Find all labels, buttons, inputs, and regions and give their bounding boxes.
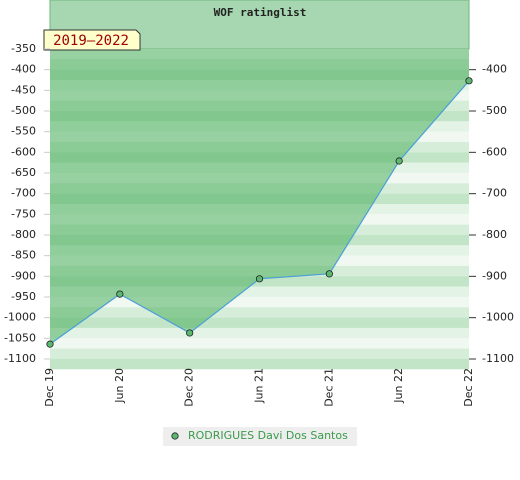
y-tick-label: -900 xyxy=(11,269,36,282)
y2-tick-label: -800 xyxy=(482,228,507,241)
data-point xyxy=(325,270,333,278)
chart-title: WOF ratinglist xyxy=(214,6,307,19)
legend-box xyxy=(163,427,357,446)
y-tick-label: -400 xyxy=(11,63,36,76)
y2-tick-label: -600 xyxy=(482,145,507,158)
y-tick-label: -850 xyxy=(11,249,36,262)
data-point xyxy=(116,290,124,298)
y-tick-label: -1000 xyxy=(4,311,36,324)
y-tick-label: -750 xyxy=(11,207,36,220)
y2-tick-label: -1100 xyxy=(482,352,514,365)
annotation-badge xyxy=(43,29,141,51)
background-stripe xyxy=(50,307,469,318)
background-stripe xyxy=(50,358,469,370)
legend-marker xyxy=(171,432,179,440)
data-point xyxy=(255,275,264,283)
y-tick-label: -600 xyxy=(11,145,36,158)
y2-tick-label: -900 xyxy=(482,269,507,282)
x-tick-label: Jun 21 xyxy=(253,368,266,404)
y2-tick-label: -700 xyxy=(482,187,507,200)
x-tick-label: Dec 21 xyxy=(322,368,335,407)
y2-tick-label: -400 xyxy=(482,63,507,76)
y2-tick-label: -1000 xyxy=(482,311,514,324)
y-tick-label: -1050 xyxy=(4,331,36,344)
x-tick-label: Dec 20 xyxy=(183,368,196,407)
background-stripe xyxy=(50,317,469,328)
background-stripe xyxy=(50,296,469,308)
y-tick-label: -650 xyxy=(11,166,36,179)
y-tick-label: -550 xyxy=(11,125,36,138)
legend-label: RODRIGUES Davi Dos Santos xyxy=(188,429,348,442)
y2-tick-label: -500 xyxy=(482,104,507,117)
background-stripe xyxy=(50,286,469,297)
y-tick-label: -450 xyxy=(11,83,36,96)
background-stripe xyxy=(50,338,469,349)
y-tick-label: -500 xyxy=(11,104,36,117)
x-tick-label: Dec 19 xyxy=(43,368,56,407)
background-stripe xyxy=(50,348,469,359)
y-tick-label: -350 xyxy=(11,42,36,55)
area-fill xyxy=(50,49,469,345)
y-tick-label: -700 xyxy=(11,187,36,200)
y-tick-label: -800 xyxy=(11,228,36,241)
x-tick-label: Jun 22 xyxy=(392,368,405,404)
y-tick-label: -1100 xyxy=(4,352,36,365)
y-tick-label: -950 xyxy=(11,290,36,303)
data-point xyxy=(46,340,54,348)
background-stripe xyxy=(50,327,469,339)
x-tick-label: Dec 22 xyxy=(462,368,475,407)
plot-area xyxy=(50,49,469,370)
x-tick-label: Jun 20 xyxy=(113,368,126,404)
data-point xyxy=(186,329,194,337)
annotation: 2019–2022 xyxy=(53,33,129,49)
data-point xyxy=(395,157,403,165)
data-point xyxy=(465,77,473,85)
